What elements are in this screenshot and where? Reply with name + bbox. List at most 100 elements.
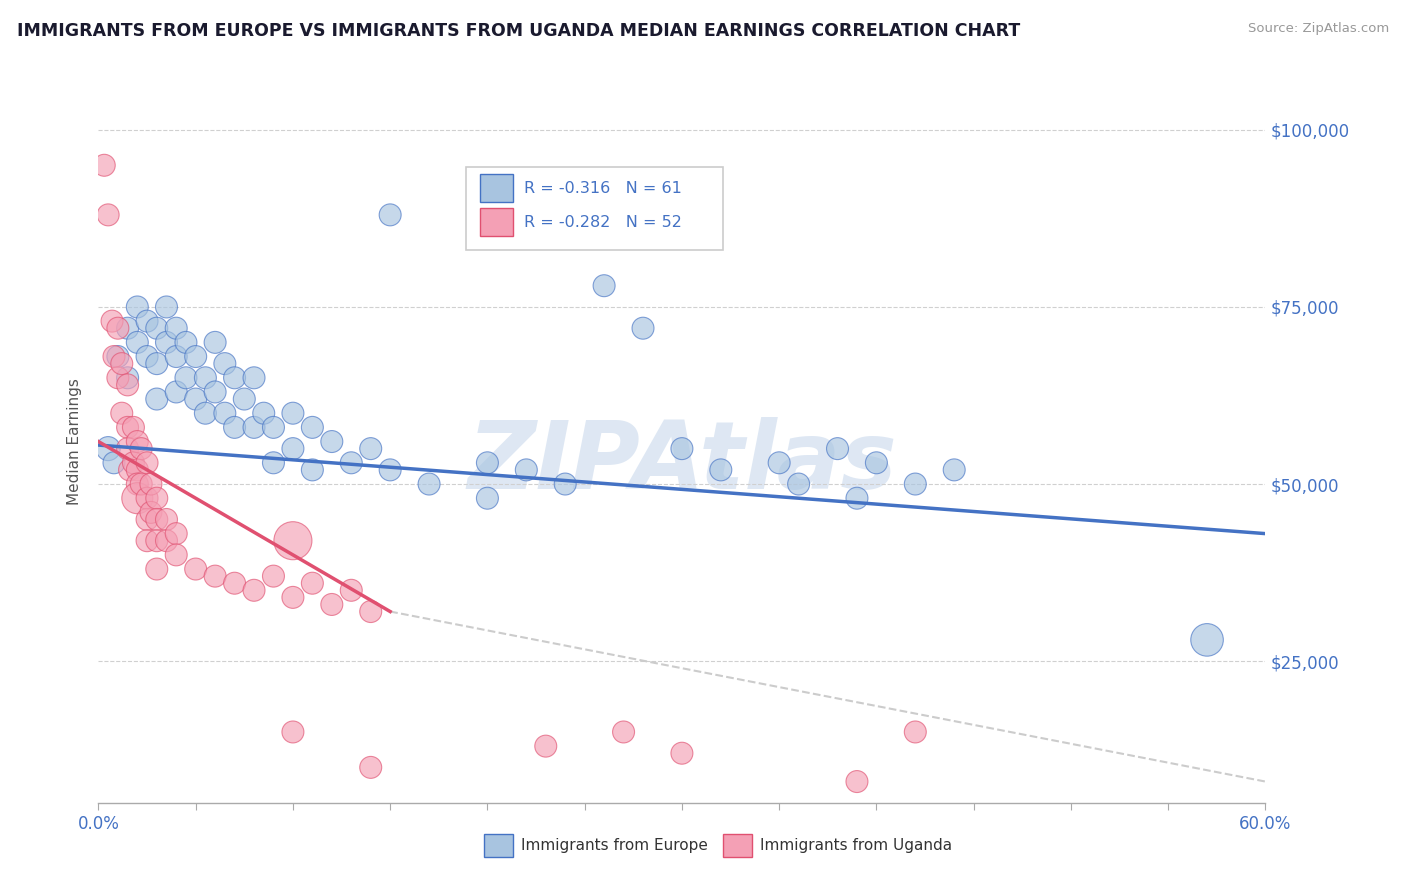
Point (631, 321, 654, 335)
Point (127, 434, 149, 449)
Point (97, 208, 120, 222)
Point (184, 392, 207, 406)
Point (281, 533, 304, 548)
Point (93, 158, 115, 172)
Point (103, 456, 125, 470)
Point (943, 463, 966, 477)
Point (146, 357, 169, 371)
FancyBboxPatch shape (484, 834, 513, 857)
Point (146, 533, 169, 548)
Point (262, 569, 284, 583)
Point (155, 533, 177, 548)
Point (378, 463, 402, 477)
Point (904, 477, 927, 491)
Point (165, 548, 187, 562)
Point (224, 576, 246, 591)
Point (97, 442, 120, 456)
Point (360, 605, 382, 619)
Point (243, 583, 266, 598)
Point (117, 377, 139, 392)
Point (671, 746, 693, 760)
FancyBboxPatch shape (723, 834, 752, 857)
Point (612, 725, 634, 739)
Point (194, 406, 217, 420)
Point (243, 371, 266, 385)
Point (155, 335, 177, 350)
Point (165, 321, 187, 335)
Point (477, 491, 499, 506)
Point (107, 350, 129, 364)
Point (155, 300, 177, 314)
Point (127, 477, 149, 491)
Point (224, 371, 246, 385)
FancyBboxPatch shape (479, 208, 513, 235)
Point (155, 512, 177, 526)
Point (904, 725, 927, 739)
Point (418, 477, 440, 491)
Point (827, 442, 849, 456)
Point (845, 774, 868, 789)
Point (139, 477, 162, 491)
Point (281, 591, 304, 605)
Text: IMMIGRANTS FROM EUROPE VS IMMIGRANTS FROM UGANDA MEDIAN EARNINGS CORRELATION CHA: IMMIGRANTS FROM EUROPE VS IMMIGRANTS FRO… (17, 22, 1021, 40)
Point (301, 576, 323, 591)
Text: Source: ZipAtlas.com: Source: ZipAtlas.com (1249, 22, 1389, 36)
Point (301, 420, 323, 434)
Point (477, 456, 499, 470)
Point (262, 420, 284, 434)
Point (117, 321, 139, 335)
Point (281, 725, 304, 739)
Point (1195, 632, 1218, 647)
Point (107, 321, 129, 335)
Point (129, 477, 152, 491)
Point (671, 442, 693, 456)
Text: R = -0.282   N = 52: R = -0.282 N = 52 (524, 215, 682, 230)
FancyBboxPatch shape (479, 174, 513, 202)
Point (127, 463, 149, 477)
Point (340, 583, 363, 598)
Point (360, 760, 382, 774)
Point (174, 371, 197, 385)
Point (122, 420, 145, 434)
Point (194, 371, 217, 385)
Point (111, 406, 134, 420)
Point (281, 406, 304, 420)
Point (136, 533, 159, 548)
Text: R = -0.316   N = 61: R = -0.316 N = 61 (524, 181, 682, 196)
Point (845, 491, 868, 506)
Text: ZIPAtlas: ZIPAtlas (467, 417, 897, 509)
Point (243, 420, 266, 434)
Point (204, 335, 226, 350)
Point (117, 420, 139, 434)
Point (136, 456, 159, 470)
Point (165, 350, 187, 364)
Point (554, 477, 576, 491)
Point (127, 335, 149, 350)
Point (139, 505, 162, 519)
Point (710, 463, 733, 477)
Point (127, 300, 149, 314)
Point (301, 463, 323, 477)
Point (136, 314, 159, 328)
Point (146, 321, 169, 335)
Point (174, 335, 197, 350)
Point (224, 420, 246, 434)
Point (214, 406, 236, 420)
Point (865, 456, 887, 470)
Point (136, 350, 159, 364)
Point (146, 562, 169, 576)
Point (146, 491, 169, 506)
Point (233, 392, 256, 406)
Point (184, 350, 207, 364)
Point (146, 392, 169, 406)
Point (378, 208, 402, 222)
Point (214, 357, 236, 371)
Y-axis label: Median Earnings: Median Earnings (67, 378, 83, 505)
Point (515, 463, 537, 477)
Point (103, 350, 125, 364)
Point (321, 434, 343, 449)
Point (204, 569, 226, 583)
Point (118, 463, 141, 477)
Point (107, 371, 129, 385)
Point (127, 491, 149, 506)
